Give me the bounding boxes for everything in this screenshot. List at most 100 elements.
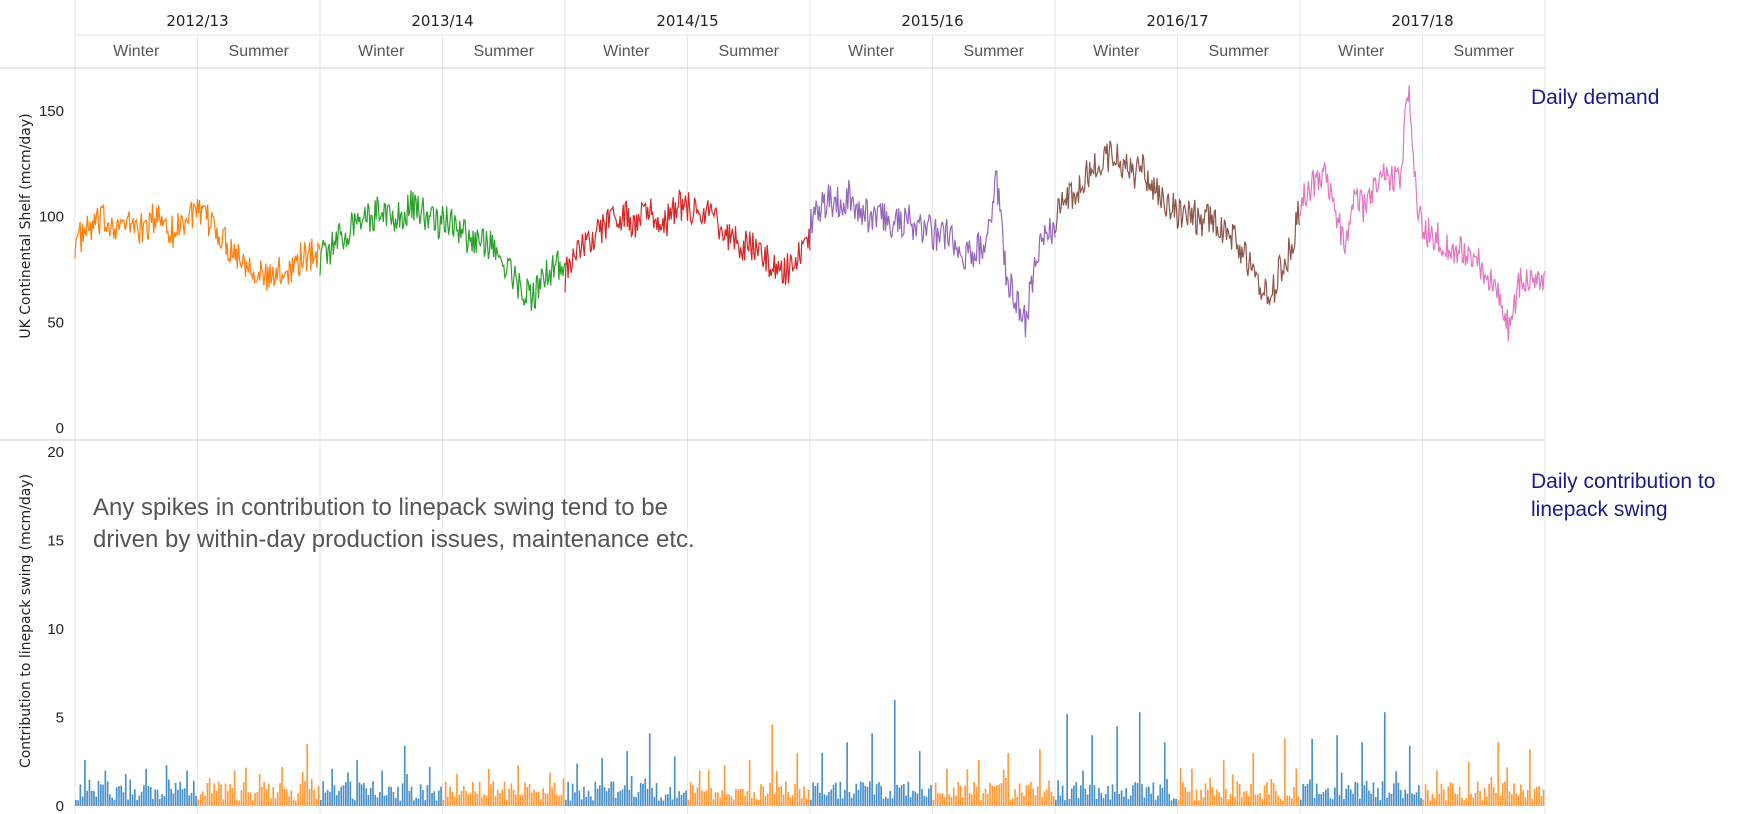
swing-bar xyxy=(476,793,479,806)
swing-bar xyxy=(769,783,771,806)
swing-bar xyxy=(519,794,522,806)
swing-bar xyxy=(744,795,746,806)
swing-bar xyxy=(560,794,563,806)
swing-bar xyxy=(1018,783,1021,806)
swing-bar xyxy=(138,795,141,806)
swing-bar xyxy=(245,767,247,806)
swing-bar xyxy=(174,783,177,806)
swing-bar xyxy=(469,793,472,806)
swing-bar xyxy=(449,786,451,806)
swing-bar xyxy=(1168,793,1171,806)
swing-bar xyxy=(431,792,433,806)
swing-bar xyxy=(630,776,633,806)
swing-bar xyxy=(440,786,442,806)
swing-bar xyxy=(1508,791,1511,806)
swing-bar xyxy=(1275,791,1277,806)
swing-bar xyxy=(839,781,842,806)
swing-bar xyxy=(1082,770,1084,806)
swing-bar xyxy=(551,787,554,806)
swing-bar xyxy=(1474,792,1477,806)
swing-bar xyxy=(283,788,286,806)
swing-bar xyxy=(741,789,744,806)
swing-bar xyxy=(1511,794,1513,806)
year-label: 2012/13 xyxy=(166,12,228,30)
swing-bar xyxy=(807,789,810,806)
swing-bar xyxy=(1238,784,1241,806)
swing-bar xyxy=(1433,798,1436,806)
swing-bar xyxy=(816,782,819,806)
swing-bar xyxy=(980,800,982,806)
swing-bar xyxy=(140,791,143,806)
swing-bar xyxy=(553,782,556,806)
swing-bar xyxy=(1050,791,1053,806)
demand-line-2014-15 xyxy=(564,188,811,293)
swing-bar xyxy=(844,789,846,806)
swing-bar xyxy=(1179,768,1182,806)
swing-bar xyxy=(1429,800,1431,806)
swing-bar xyxy=(1377,788,1379,806)
swing-bar xyxy=(1034,795,1037,806)
swing-bar xyxy=(204,795,206,806)
swing-bar xyxy=(290,790,293,806)
swing-bar xyxy=(188,795,191,806)
swing-bar xyxy=(1254,794,1257,806)
swing-bar xyxy=(1499,795,1502,806)
swing-bar xyxy=(962,797,964,806)
swing-bar xyxy=(787,791,789,806)
swing-bar xyxy=(1483,787,1486,806)
swing-bar xyxy=(267,783,270,806)
swing-bar xyxy=(1073,785,1075,806)
swing-bar xyxy=(914,791,917,806)
swing-bar xyxy=(1216,789,1218,806)
swing-bar xyxy=(1195,789,1198,806)
swing-bar xyxy=(1161,787,1164,806)
swing-bar xyxy=(1476,781,1479,806)
swing-bar xyxy=(1445,800,1447,806)
swing-bar xyxy=(453,796,456,806)
swing-bar xyxy=(1490,776,1493,806)
swing-bar xyxy=(678,791,681,806)
swing-bar xyxy=(773,793,776,806)
year-label: 2016/17 xyxy=(1146,12,1208,30)
swing-bar xyxy=(521,794,524,806)
swing-bar xyxy=(335,795,338,806)
swing-bar xyxy=(828,792,830,806)
swing-bar xyxy=(916,793,919,806)
swing-bar xyxy=(485,795,488,806)
season-label: Summer xyxy=(474,43,535,60)
swing-bar xyxy=(274,798,277,806)
swing-bar xyxy=(324,792,327,806)
swing-bar xyxy=(127,799,129,806)
swing-bar xyxy=(1347,785,1350,806)
swing-bar xyxy=(642,783,644,806)
swing-bar xyxy=(106,781,109,806)
swing-bar xyxy=(401,783,404,806)
swing-bar xyxy=(1390,793,1393,806)
swing-bar xyxy=(100,784,102,806)
year-label: 2017/18 xyxy=(1391,12,1453,30)
swing-bar xyxy=(379,791,381,806)
swing-side-label-line2: linepack swing xyxy=(1531,498,1668,521)
demand-tick-label: 50 xyxy=(47,314,64,331)
swing-bar xyxy=(667,794,669,806)
swing-bar xyxy=(1075,782,1078,806)
swing-bar xyxy=(873,794,876,806)
swing-bar xyxy=(959,785,962,806)
swing-bar xyxy=(1043,791,1046,806)
swing-bar xyxy=(1479,790,1481,806)
swing-bar xyxy=(760,784,762,806)
swing-bar xyxy=(1002,769,1005,806)
swing-bar xyxy=(764,796,767,806)
swing-bar xyxy=(796,752,799,806)
swing-bar xyxy=(299,783,302,806)
swing-bar xyxy=(1406,793,1409,806)
swing-bar xyxy=(882,798,885,806)
swing-bar xyxy=(971,794,973,806)
swing-bar xyxy=(1068,798,1071,806)
swing-bar xyxy=(875,784,878,806)
swing-bar xyxy=(496,789,499,806)
swing-bar xyxy=(903,783,905,806)
swing-bar xyxy=(236,799,238,806)
demand-tick-label: 150 xyxy=(39,103,64,120)
swing-bar xyxy=(136,799,138,806)
